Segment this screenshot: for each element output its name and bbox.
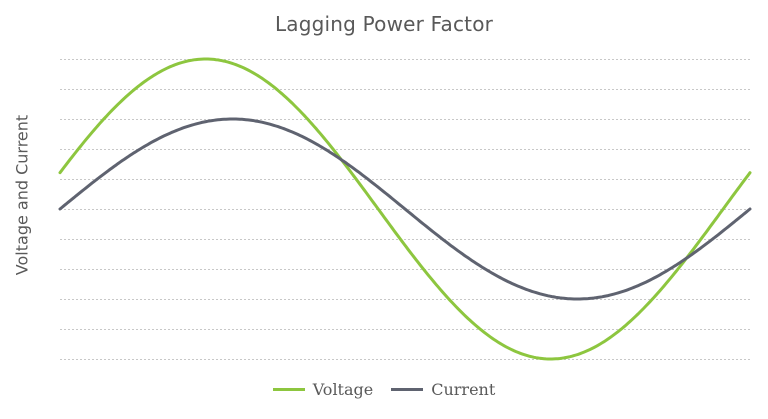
- legend-item-current[interactable]: Current: [391, 380, 495, 399]
- legend-label-voltage: Voltage: [312, 380, 374, 399]
- legend-item-voltage[interactable]: Voltage: [272, 380, 374, 399]
- current-line: [58, 117, 752, 301]
- voltage-line: [58, 57, 752, 361]
- legend-label-current: Current: [431, 380, 496, 399]
- voltage-swatch-icon: [272, 388, 305, 391]
- legend: Voltage Current: [0, 380, 768, 399]
- chart-title: Lagging Power Factor: [274, 12, 494, 36]
- current-swatch-icon: [391, 388, 424, 391]
- gridlines: [60, 59, 750, 360]
